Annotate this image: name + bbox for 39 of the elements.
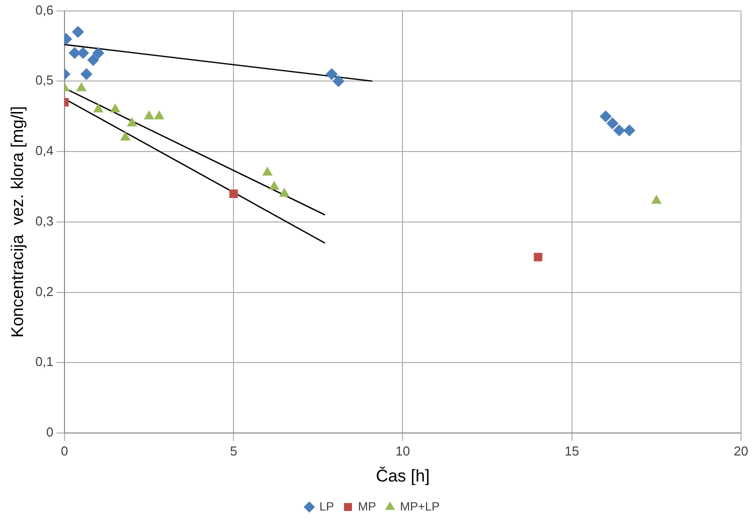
point [80, 68, 92, 80]
y-tick-label: 0 [46, 424, 54, 440]
point [600, 110, 612, 122]
point [623, 124, 636, 136]
y-axis-title: Koncentracija vez. klora [mg/l] [8, 106, 27, 338]
y-tick-label: 0,3 [35, 213, 54, 228]
point [332, 75, 344, 88]
point [613, 124, 626, 136]
legend-label: LP [319, 499, 334, 514]
y-tick-label: 0,2 [35, 284, 54, 299]
point [92, 47, 104, 60]
point [87, 54, 100, 66]
x-tick-label: 0 [60, 443, 68, 458]
y-tick-label: 0,5 [35, 72, 54, 88]
point [110, 103, 120, 112]
point [93, 103, 104, 112]
point [269, 180, 280, 190]
point [77, 47, 90, 60]
y-tick-label: 0,1 [35, 354, 54, 370]
x-tick-label: 15 [564, 443, 580, 458]
y-tick-label: 0,6 [35, 2, 54, 18]
point [76, 82, 87, 92]
x-tick-label: 5 [230, 443, 238, 458]
x-tick-label: 20 [734, 443, 748, 458]
point [279, 188, 290, 197]
point [606, 117, 618, 130]
point [326, 68, 338, 80]
point [144, 110, 154, 120]
legend-label: MP [358, 499, 376, 514]
point [120, 131, 131, 140]
point [126, 117, 138, 126]
point [651, 194, 662, 204]
point [262, 166, 273, 176]
y-tick-label: 0,4 [35, 143, 54, 158]
legend-label: MP+LP [400, 499, 440, 514]
point [154, 110, 164, 120]
x-axis-title: Čas [h] [376, 466, 430, 486]
point [72, 26, 84, 38]
x-tick-label: 10 [396, 443, 410, 458]
